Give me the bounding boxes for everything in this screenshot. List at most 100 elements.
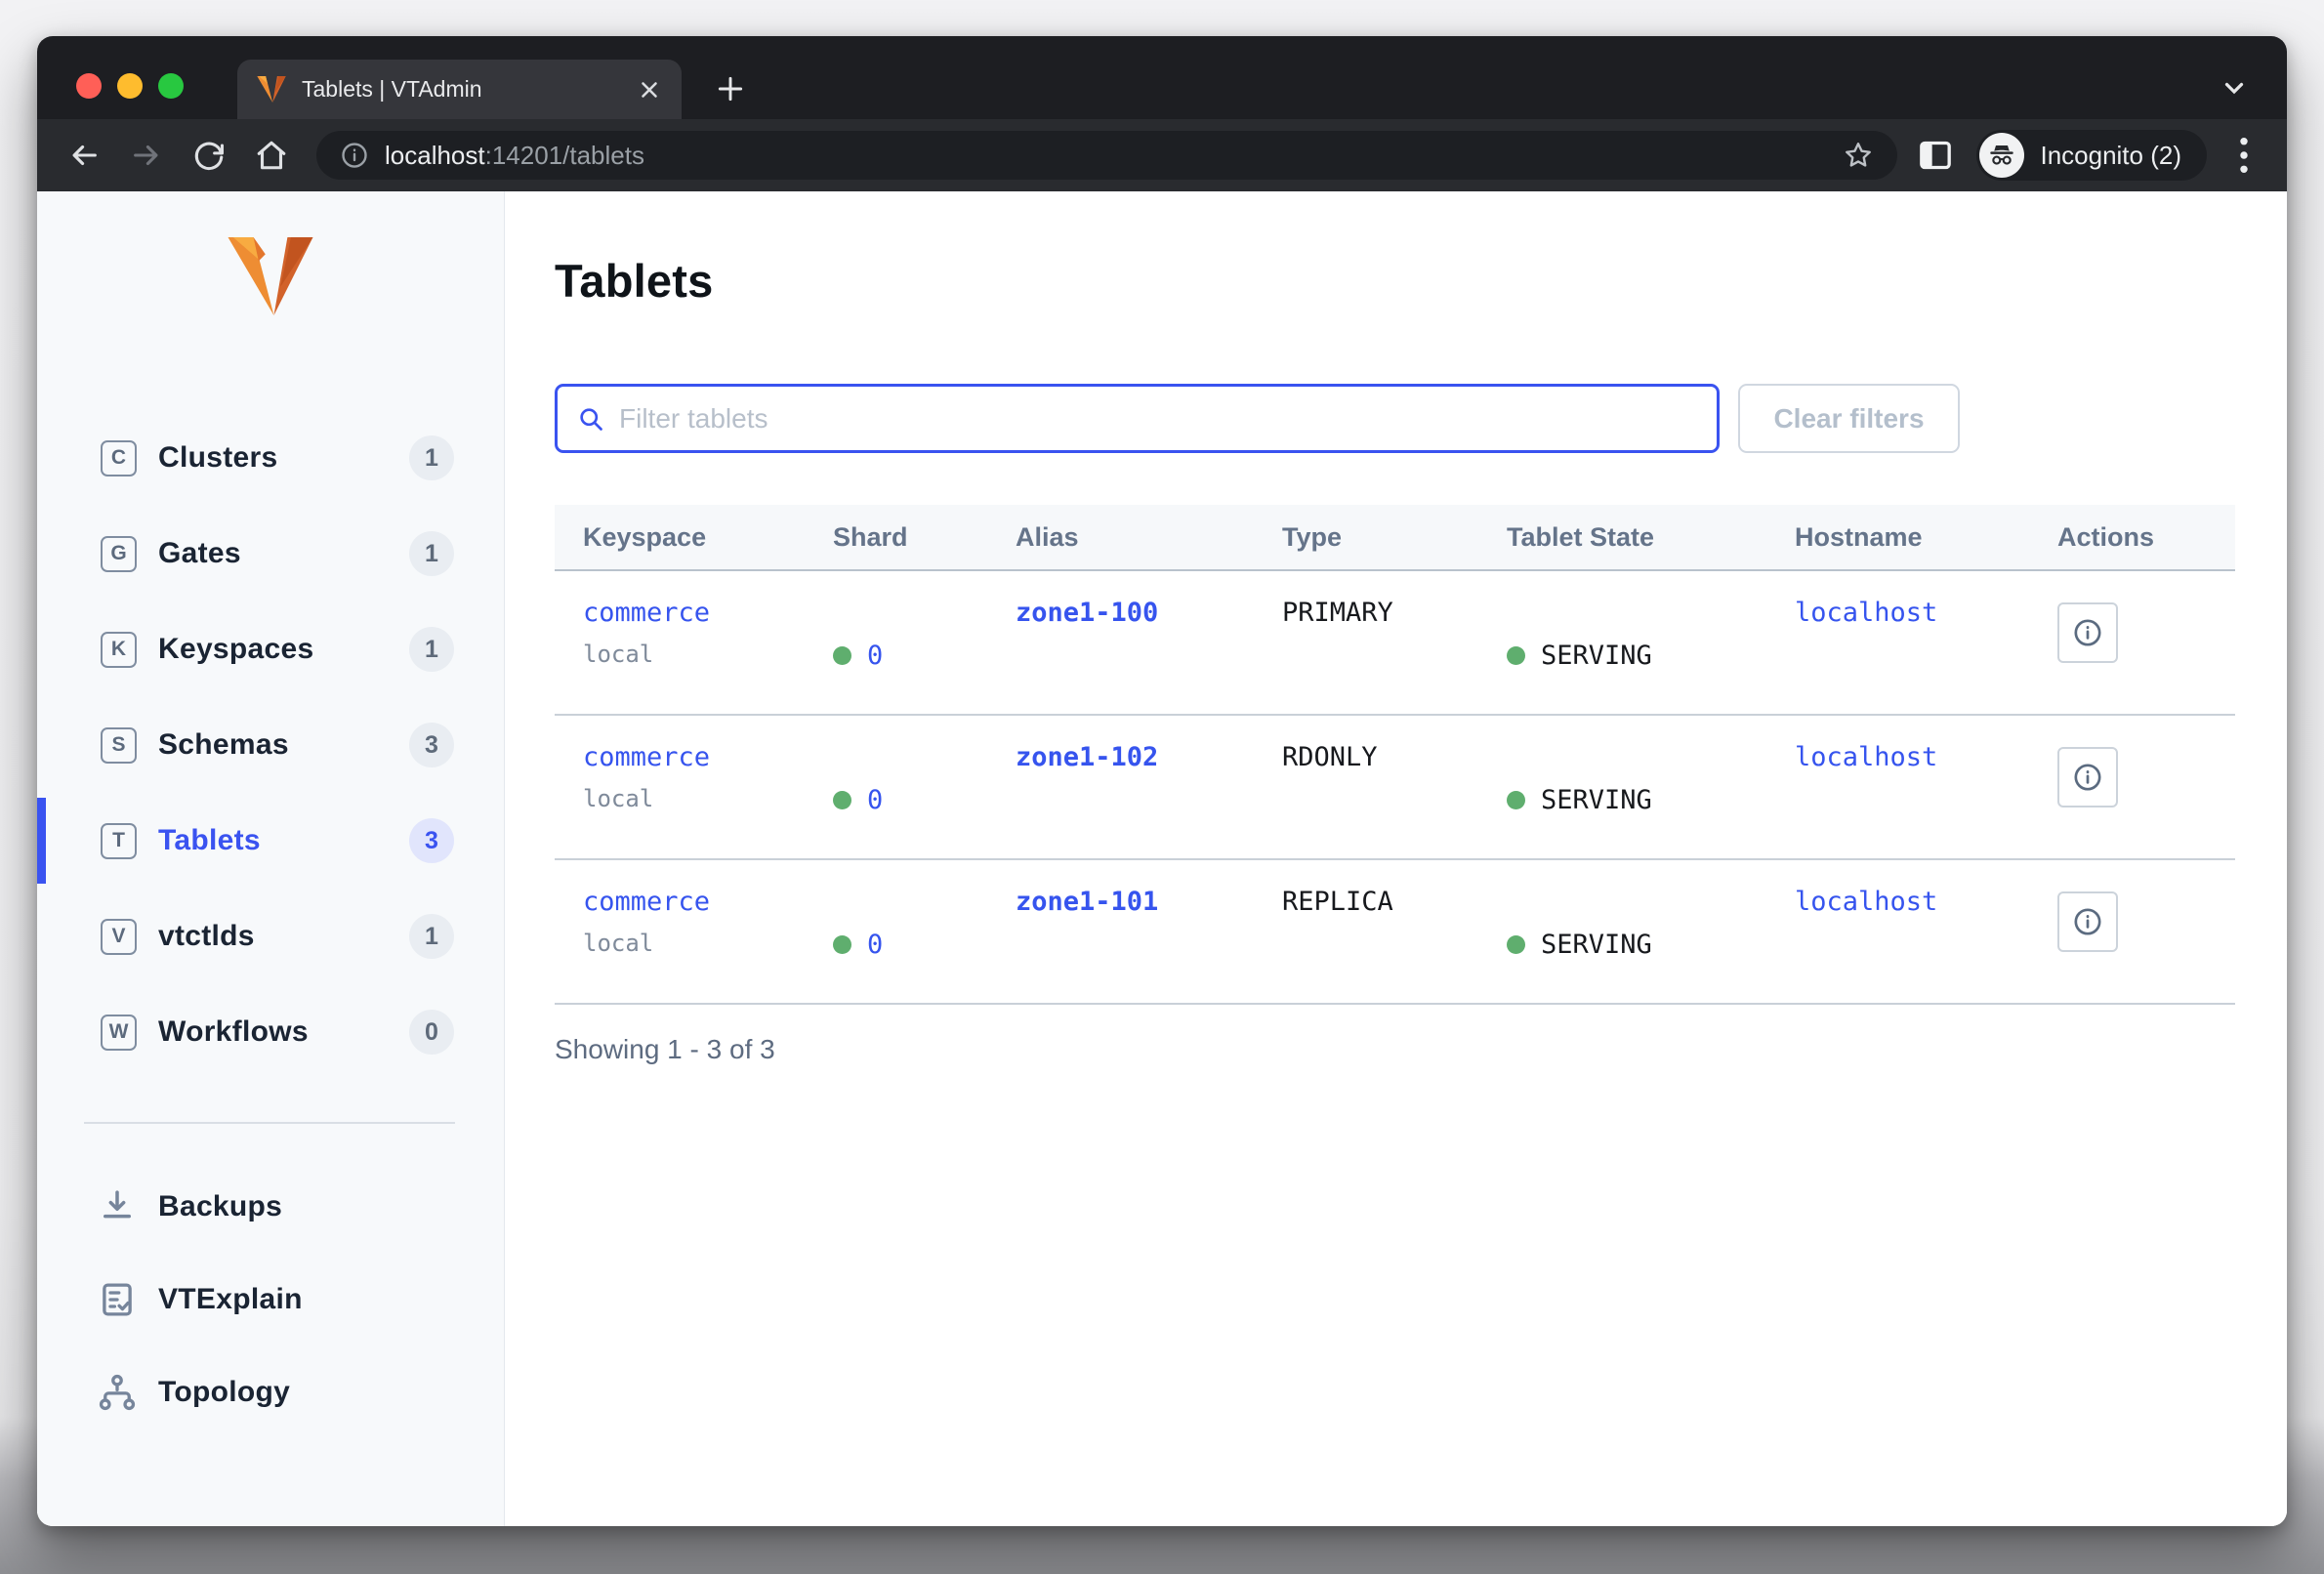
hostname-cell: localhost bbox=[1795, 887, 2057, 1003]
shard-link[interactable]: 0 bbox=[867, 930, 884, 960]
sidebar-item-label: Keyspaces bbox=[158, 633, 314, 665]
schemas-letter-icon: S bbox=[101, 726, 137, 764]
keyspace-link[interactable]: commerce bbox=[583, 887, 711, 917]
column-header-hostname: Hostname bbox=[1795, 521, 1923, 552]
tablet-state-value: SERVING bbox=[1541, 641, 1652, 671]
sidebar-item-label: Schemas bbox=[158, 728, 289, 761]
count-badge: 1 bbox=[409, 435, 454, 480]
shard-cell: 0 bbox=[833, 742, 1016, 858]
plus-icon bbox=[718, 76, 743, 102]
sidebar-item-label: Gates bbox=[158, 537, 241, 569]
sidebar-item-label: Workflows bbox=[158, 1015, 309, 1048]
side-panel-button[interactable] bbox=[1916, 136, 1955, 175]
new-tab-button[interactable] bbox=[709, 67, 752, 110]
filter-tablets-input[interactable] bbox=[619, 402, 1697, 435]
keyspace-cell: commerce local bbox=[555, 742, 833, 858]
sidebar-nav: C Clusters 1 G Gates 1 K Keyspaces 1 S S… bbox=[37, 410, 504, 1080]
column-header-keyspace: Keyspace bbox=[583, 521, 707, 552]
alias-cell: zone1-100 bbox=[1016, 598, 1282, 714]
home-button[interactable] bbox=[250, 134, 293, 177]
shard-link[interactable]: 0 bbox=[867, 641, 884, 671]
main-panel: Tablets Clear filters Keyspace Shard Ali… bbox=[505, 191, 2287, 1526]
arrow-left-icon bbox=[72, 145, 97, 166]
tablet-state-cell: SERVING bbox=[1507, 598, 1795, 714]
site-info-icon[interactable] bbox=[340, 141, 369, 170]
keyspace-link[interactable]: commerce bbox=[583, 742, 711, 772]
tab-close-icon[interactable] bbox=[637, 77, 662, 103]
actions-cell bbox=[2057, 598, 2235, 714]
info-icon bbox=[2074, 908, 2101, 935]
column-header-shard: Shard bbox=[833, 521, 908, 552]
shard-link[interactable]: 0 bbox=[867, 785, 884, 815]
tablet-info-button[interactable] bbox=[2057, 747, 2118, 808]
table-row: commerce local 0 zone1-100 PRIMARY SERVI… bbox=[555, 571, 2235, 716]
hostname-link[interactable]: localhost bbox=[1795, 598, 1938, 628]
tablet-alias-link[interactable]: zone1-101 bbox=[1016, 887, 1159, 917]
hostname-link[interactable]: localhost bbox=[1795, 742, 1938, 772]
home-icon bbox=[257, 141, 286, 170]
sidebar-item-workflows[interactable]: W Workflows 0 bbox=[37, 984, 504, 1080]
column-header-alias: Alias bbox=[1016, 521, 1079, 552]
clusters-letter-icon: C bbox=[101, 439, 137, 476]
column-header-type: Type bbox=[1282, 521, 1343, 552]
search-icon bbox=[580, 407, 602, 431]
tablet-info-button[interactable] bbox=[2057, 891, 2118, 952]
tablet-alias-link[interactable]: zone1-100 bbox=[1016, 598, 1159, 628]
shard-status-dot bbox=[833, 935, 851, 954]
sidebar-item-clusters[interactable]: C Clusters 1 bbox=[37, 410, 504, 506]
cluster-name: local bbox=[583, 930, 654, 957]
sidebar-item-tablets[interactable]: T Tablets 3 bbox=[37, 793, 504, 889]
count-badge: 1 bbox=[409, 531, 454, 576]
sidebar-item-gates[interactable]: G Gates 1 bbox=[37, 506, 504, 601]
shard-status-dot bbox=[833, 646, 851, 665]
count-badge: 0 bbox=[409, 1010, 454, 1055]
browser-tab[interactable]: Tablets | VTAdmin bbox=[237, 60, 682, 119]
vitess-favicon-icon bbox=[257, 76, 286, 103]
keyspaces-letter-icon: K bbox=[101, 631, 137, 668]
alias-cell: zone1-101 bbox=[1016, 887, 1282, 1003]
download-icon bbox=[104, 1189, 131, 1218]
minimize-window-button[interactable] bbox=[117, 73, 143, 99]
sidebar-item-topology[interactable]: Topology bbox=[37, 1346, 504, 1438]
browser-menu-button[interactable] bbox=[2226, 134, 2262, 177]
shard-status-dot bbox=[833, 791, 851, 809]
reload-button[interactable] bbox=[187, 134, 230, 177]
shard-cell: 0 bbox=[833, 598, 1016, 714]
zoom-window-button[interactable] bbox=[158, 73, 184, 99]
browser-toolbar: localhost:14201/tablets Incognito (2) bbox=[37, 119, 2287, 191]
forward-button[interactable] bbox=[125, 134, 168, 177]
tablet-alias-link[interactable]: zone1-102 bbox=[1016, 742, 1159, 772]
sidebar-item-label: Tablets bbox=[158, 824, 261, 856]
hostname-link[interactable]: localhost bbox=[1795, 887, 1938, 917]
sidebar-item-vtctlds[interactable]: V vtctlds 1 bbox=[37, 889, 504, 984]
tablet-info-button[interactable] bbox=[2057, 602, 2118, 663]
tablet-state-value: SERVING bbox=[1541, 785, 1652, 815]
keyspace-cell: commerce local bbox=[555, 598, 833, 714]
incognito-profile-badge[interactable]: Incognito (2) bbox=[1976, 130, 2207, 181]
clear-filters-button[interactable]: Clear filters bbox=[1738, 384, 1960, 453]
arrow-right-icon bbox=[134, 145, 158, 166]
address-bar[interactable]: localhost:14201/tablets bbox=[316, 131, 1897, 180]
sidebar-item-keyspaces[interactable]: K Keyspaces 1 bbox=[37, 601, 504, 697]
sidebar-item-backups[interactable]: Backups bbox=[37, 1160, 504, 1253]
vtctlds-letter-icon: V bbox=[101, 918, 137, 955]
info-icon bbox=[2074, 619, 2101, 646]
back-button[interactable] bbox=[62, 134, 105, 177]
sidebar-item-schemas[interactable]: S Schemas 3 bbox=[37, 697, 504, 793]
filter-tablets-field[interactable] bbox=[555, 384, 1720, 453]
reload-icon bbox=[194, 142, 225, 171]
table-header-row: Keyspace Shard Alias Type Tablet State H… bbox=[555, 505, 2235, 571]
sidebar-item-vtexplain[interactable]: VTExplain bbox=[37, 1253, 504, 1346]
keyspace-link[interactable]: commerce bbox=[583, 598, 711, 628]
hostname-cell: localhost bbox=[1795, 598, 2057, 714]
actions-cell bbox=[2057, 887, 2235, 1003]
traffic-lights bbox=[76, 73, 184, 99]
type-cell: RDONLY bbox=[1282, 742, 1378, 772]
tab-strip-chevron-button[interactable] bbox=[2217, 69, 2252, 104]
page-title: Tablets bbox=[555, 255, 714, 307]
bookmark-star-icon[interactable] bbox=[1843, 140, 1874, 171]
sidebar-item-label: vtctlds bbox=[158, 920, 255, 952]
close-window-button[interactable] bbox=[76, 73, 102, 99]
gates-letter-icon: G bbox=[101, 535, 137, 572]
url-path: :14201/tablets bbox=[484, 140, 644, 170]
